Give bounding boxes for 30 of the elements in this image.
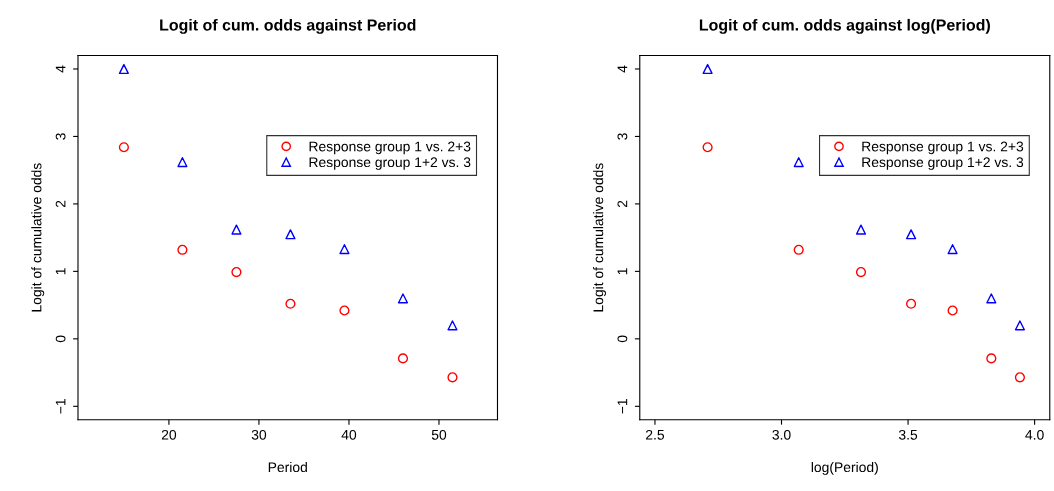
y-tick-label: 0	[617, 335, 628, 343]
legend-label: Response group 1+2 vs. 3	[862, 157, 1024, 170]
x-tick-label: 3.0	[772, 429, 791, 440]
chart-title: Logit of cum. odds against Period	[160, 18, 416, 34]
x-tick-label: 50	[431, 429, 447, 440]
y-tick-label: 1	[55, 268, 66, 275]
y-axis-title: Logit of cumulative odds	[31, 163, 45, 312]
y-tick-label: 2	[617, 200, 628, 208]
y-tick-label: 3	[55, 133, 66, 140]
legend-label: Response group 1+2 vs. 3	[309, 157, 471, 170]
x-tick-label: 2.5	[646, 429, 665, 440]
y-tick-label: −1	[55, 399, 66, 414]
y-tick-label: 0	[55, 335, 66, 343]
y-tick-label: 3	[617, 133, 628, 140]
x-tick-label: 30	[251, 429, 267, 440]
x-tick-label: 40	[341, 429, 357, 440]
chart-title: Logit of cum. odds against log(Period)	[699, 18, 990, 34]
x-axis-title: log(Period)	[811, 461, 878, 475]
y-tick-label: 2	[55, 200, 66, 208]
y-tick-label: −1	[617, 399, 628, 414]
x-tick-label: 3.5	[898, 429, 918, 440]
y-tick-label: 1	[617, 268, 628, 275]
x-tick-label: 4.0	[1025, 429, 1044, 440]
y-tick-label: 4	[55, 65, 66, 73]
x-tick-label: 20	[161, 429, 177, 440]
y-tick-label: 4	[617, 65, 628, 73]
x-axis-title: Period	[268, 461, 307, 473]
legend-label: Response group 1 vs. 2+3	[862, 141, 1024, 155]
y-axis-title: Logit of cumulative odds	[593, 163, 606, 312]
legend-label: Response group 1 vs. 2+3	[309, 141, 471, 155]
